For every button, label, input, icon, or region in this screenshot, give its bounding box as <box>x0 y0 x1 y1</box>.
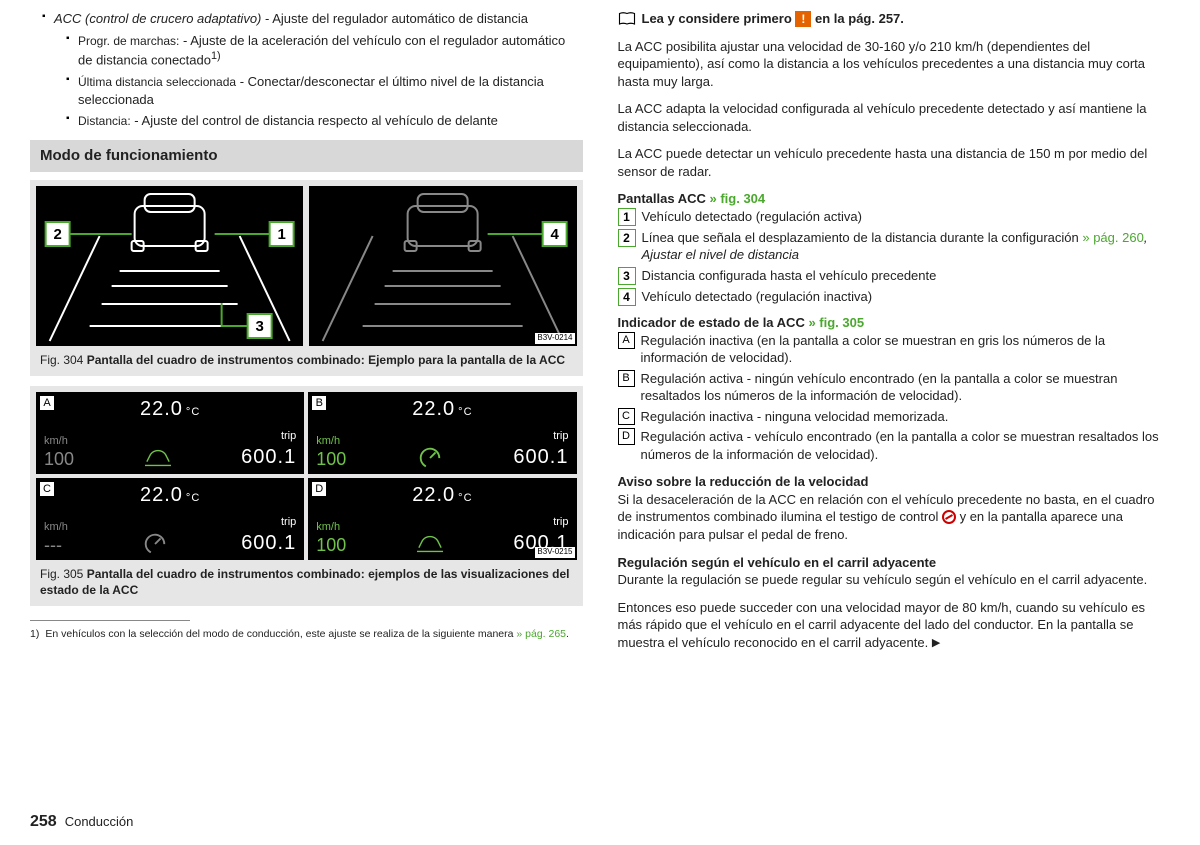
intro-p3: La ACC puede detectar un vehículo preced… <box>618 145 1171 180</box>
gauge-icon <box>417 531 443 557</box>
dashboard-panel-b: B 22.0°C km/h 100 trip 600.1 <box>308 392 576 474</box>
read-first-notice: Lea y considere primero ! en la pág. 257… <box>618 10 1171 28</box>
kmh-label: km/h <box>44 436 74 447</box>
panel-tag: B <box>311 395 327 411</box>
trip-value: 600.1 <box>241 530 296 557</box>
speed-value: 100 <box>316 447 346 471</box>
fig304-caption: Fig. 304 Pantalla del cuadro de instrume… <box>36 346 577 370</box>
number-marker: 3 <box>618 267 636 285</box>
warning-icon: ! <box>795 11 811 27</box>
indicador-item: CRegulación inactiva - ninguna velocidad… <box>618 408 1171 426</box>
left-column: ACC (control de crucero adaptativo) - Aj… <box>30 10 583 661</box>
page-footer: 258Conducción <box>30 811 133 833</box>
trip-label: trip <box>241 429 296 444</box>
panel-tag: A <box>39 395 55 411</box>
temperature: 22.0°C <box>316 396 568 423</box>
trip-label: trip <box>513 429 568 444</box>
kmh-label: km/h <box>316 436 346 447</box>
number-marker: 1 <box>618 208 636 226</box>
number-marker: 2 <box>618 229 636 247</box>
pantallas-heading: Pantallas ACC » fig. 304 <box>618 190 1171 208</box>
letter-marker: B <box>618 370 635 387</box>
regulacion-text: Durante la regulación se puede regular s… <box>618 571 1171 589</box>
footnote-separator <box>30 620 190 621</box>
figure-code: B3V-0215 <box>535 547 574 558</box>
pantallas-item: 1Vehículo detectado (regulación activa) <box>618 208 1171 226</box>
gauge-icon <box>142 531 168 557</box>
fig305-caption: Fig. 305 Pantalla del cuadro de instrume… <box>36 560 577 600</box>
figure-304: 2 1 3 <box>30 180 583 376</box>
pantallas-item: 3Distancia configurada hasta el vehículo… <box>618 267 1171 285</box>
setting-acc-name: ACC (control de crucero adaptativo) <box>54 11 261 26</box>
pantallas-item: 2Línea que señala el desplazamiento de l… <box>618 229 1171 264</box>
dashboard-panel-a: A 22.0°C km/h 100 trip 600.1 <box>36 392 304 474</box>
svg-text:2: 2 <box>53 226 61 243</box>
section-heading: Modo de funcionamiento <box>30 140 583 172</box>
letter-marker: A <box>618 332 635 349</box>
trip-value: 600.1 <box>241 444 296 471</box>
pantallas-item: 4Vehículo detectado (regulación inactiva… <box>618 288 1171 306</box>
no-entry-icon <box>942 510 956 524</box>
kmh-label: km/h <box>316 522 346 533</box>
fig304-panel-left: 2 1 3 <box>36 186 303 346</box>
letter-marker: D <box>618 428 635 445</box>
speed-value: 100 <box>316 533 346 557</box>
panel-tag: C <box>39 481 55 497</box>
indicador-item: DRegulación activa - vehículo encontrado… <box>618 428 1171 463</box>
indicador-item: BRegulación activa - ningún vehículo enc… <box>618 370 1171 405</box>
intro-p2: La ACC adapta la velocidad configurada a… <box>618 100 1171 135</box>
temperature: 22.0°C <box>44 482 296 509</box>
aviso-text: Si la desaceleración de la ACC en relaci… <box>618 491 1171 544</box>
dashboard-panel-d: D 22.0°C km/h 100 trip 600.1 B3V-0215 <box>308 478 576 560</box>
book-icon <box>618 12 636 26</box>
trip-label: trip <box>241 515 296 530</box>
right-column: Lea y considere primero ! en la pág. 257… <box>618 10 1171 661</box>
speed-value: --- <box>44 533 68 557</box>
figure-305: A 22.0°C km/h 100 trip 600.1 B 22.0°C <box>30 386 583 606</box>
gauge-icon <box>145 445 171 471</box>
trip-value: 600.1 <box>513 444 568 471</box>
settings-list: ACC (control de crucero adaptativo) - Aj… <box>30 10 583 130</box>
trip-label: trip <box>513 515 568 530</box>
regulacion-heading: Regulación según el vehículo en el carri… <box>618 554 1171 572</box>
number-marker: 4 <box>618 288 636 306</box>
gauge-icon <box>417 445 443 471</box>
panel-tag: D <box>311 481 327 497</box>
kmh-label: km/h <box>44 522 68 533</box>
temperature: 22.0°C <box>44 396 296 423</box>
footnote: 1) En vehículos con la selección del mod… <box>30 627 583 641</box>
svg-text:4: 4 <box>551 226 560 243</box>
svg-text:3: 3 <box>255 318 263 335</box>
regulacion-text2: Entonces eso puede succeder con una velo… <box>618 599 1171 652</box>
indicador-heading: Indicador de estado de la ACC » fig. 305 <box>618 314 1171 332</box>
aviso-heading: Aviso sobre la reducción de la velocidad <box>618 473 1171 491</box>
fig304-panel-right: 4 B3V-0214 <box>309 186 576 346</box>
temperature: 22.0°C <box>316 482 568 509</box>
speed-value: 100 <box>44 447 74 471</box>
letter-marker: C <box>618 408 635 425</box>
indicador-item: ARegulación inactiva (en la pantalla a c… <box>618 332 1171 367</box>
svg-text:1: 1 <box>277 226 285 243</box>
figure-code: B3V-0214 <box>535 333 574 344</box>
dashboard-panel-c: C 22.0°C km/h --- trip 600.1 <box>36 478 304 560</box>
intro-p1: La ACC posibilita ajustar una velocidad … <box>618 38 1171 91</box>
